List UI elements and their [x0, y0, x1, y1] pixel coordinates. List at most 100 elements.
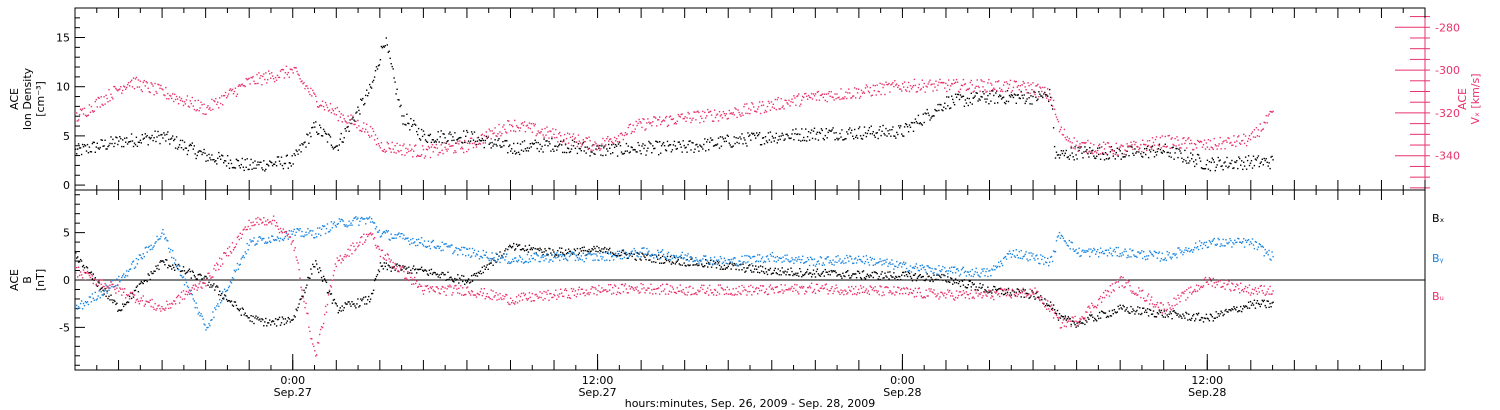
by-series-point — [857, 255, 860, 258]
vx-series-point — [663, 120, 666, 122]
density-series-point — [444, 137, 446, 139]
vx-series-point — [831, 96, 833, 98]
vx-series-point — [723, 113, 726, 115]
by-series-point — [1270, 259, 1272, 261]
by-series-point — [461, 246, 463, 249]
density-series-point — [1185, 160, 1187, 162]
density-series-point — [562, 151, 564, 154]
by-series-point — [1058, 231, 1061, 234]
by-series-point — [621, 258, 624, 260]
bx-series-point — [945, 280, 947, 282]
by-series-point — [1037, 258, 1039, 260]
by-series-point — [1124, 248, 1126, 250]
by-series-point — [1232, 241, 1234, 244]
density-series-point — [498, 138, 500, 140]
bx-series-point — [879, 278, 881, 281]
by-series-point — [696, 259, 698, 261]
vx-series-point — [827, 93, 829, 95]
vx-series-point — [239, 85, 241, 87]
bx-series-point — [420, 266, 423, 268]
density-series-point — [276, 156, 279, 158]
bx-series-point — [1208, 320, 1211, 322]
bx-series-point — [1117, 305, 1119, 308]
bx-series-point — [1255, 302, 1258, 304]
by-series-point — [738, 260, 740, 262]
vx-series-point — [396, 142, 398, 145]
density-series-point — [374, 70, 377, 72]
density-series-point — [181, 139, 184, 142]
vx-series-point — [233, 90, 236, 93]
bx-series-point — [759, 265, 762, 267]
vx-series-point — [456, 142, 458, 144]
bx-series-point — [268, 322, 270, 324]
by-series-point — [401, 233, 403, 235]
by-series-point — [987, 275, 989, 278]
bx-series-point — [107, 297, 109, 300]
by-series-point — [502, 257, 504, 259]
density-series-point — [390, 63, 392, 65]
density-series-point — [720, 145, 723, 147]
by-series-point — [1182, 253, 1184, 256]
by-series-point — [519, 256, 522, 259]
vx-series-point — [394, 145, 396, 147]
by-series-point — [165, 237, 167, 239]
vx-series-point — [1192, 148, 1194, 151]
by-series-point — [837, 255, 839, 257]
by-series-point — [594, 259, 596, 261]
by-series-point — [636, 255, 638, 257]
bx-series-point — [119, 309, 121, 311]
vx-series-point — [387, 143, 389, 145]
vx-series-point — [890, 84, 892, 86]
by-series-point — [380, 235, 383, 237]
bx-series-point — [350, 305, 352, 307]
by-series-point — [133, 267, 136, 270]
by-series-point — [362, 218, 364, 220]
by-series-point — [1028, 252, 1030, 254]
bx-series-point — [553, 251, 555, 253]
vx-series-point — [514, 119, 516, 122]
density-series-point — [767, 132, 770, 134]
density-series-point — [1204, 167, 1207, 170]
vx-series-point — [126, 86, 128, 89]
bx-series-point — [115, 303, 117, 306]
by-series-point — [285, 232, 288, 234]
by-series-point — [797, 258, 799, 260]
density-series-point — [1151, 145, 1154, 147]
by-series-point — [1026, 258, 1028, 260]
vx-series-point — [1059, 128, 1062, 131]
bx-series-point — [958, 280, 961, 283]
by-series-point — [1029, 259, 1031, 261]
bx-series-point — [1188, 313, 1190, 315]
vx-series-point — [536, 133, 538, 135]
vx-series-point — [1244, 135, 1247, 137]
by-series-point — [564, 257, 567, 260]
vx-series-point — [1102, 141, 1105, 143]
density-series-point — [1066, 156, 1068, 159]
density-series-point — [1004, 102, 1007, 105]
vx-series-point — [1188, 137, 1190, 139]
bx-series-point — [1156, 312, 1159, 314]
bx-series-point — [285, 322, 288, 324]
vx-series-point — [816, 91, 819, 93]
by-series-point — [241, 256, 243, 258]
vx-series-point — [481, 133, 483, 136]
density-series-point — [214, 161, 216, 163]
bx-series-point — [108, 295, 110, 298]
vx-series-point — [1082, 142, 1084, 144]
density-series-point — [1221, 165, 1223, 167]
bx-series-point — [604, 246, 606, 249]
by-series-point — [1033, 257, 1035, 259]
by-series-point — [534, 259, 536, 261]
by-series-point — [97, 295, 99, 297]
bx-series-point — [320, 270, 322, 272]
bx-series-point — [196, 278, 198, 280]
density-series-point — [777, 139, 779, 141]
by-series-point — [838, 260, 840, 262]
density-series-point — [455, 142, 457, 144]
density-series-point — [1226, 156, 1228, 159]
bx-series-point — [815, 270, 818, 273]
bx-series-point — [705, 259, 707, 261]
by-series-point — [425, 246, 428, 248]
density-series-point — [278, 160, 281, 162]
density-series-point — [155, 140, 157, 143]
